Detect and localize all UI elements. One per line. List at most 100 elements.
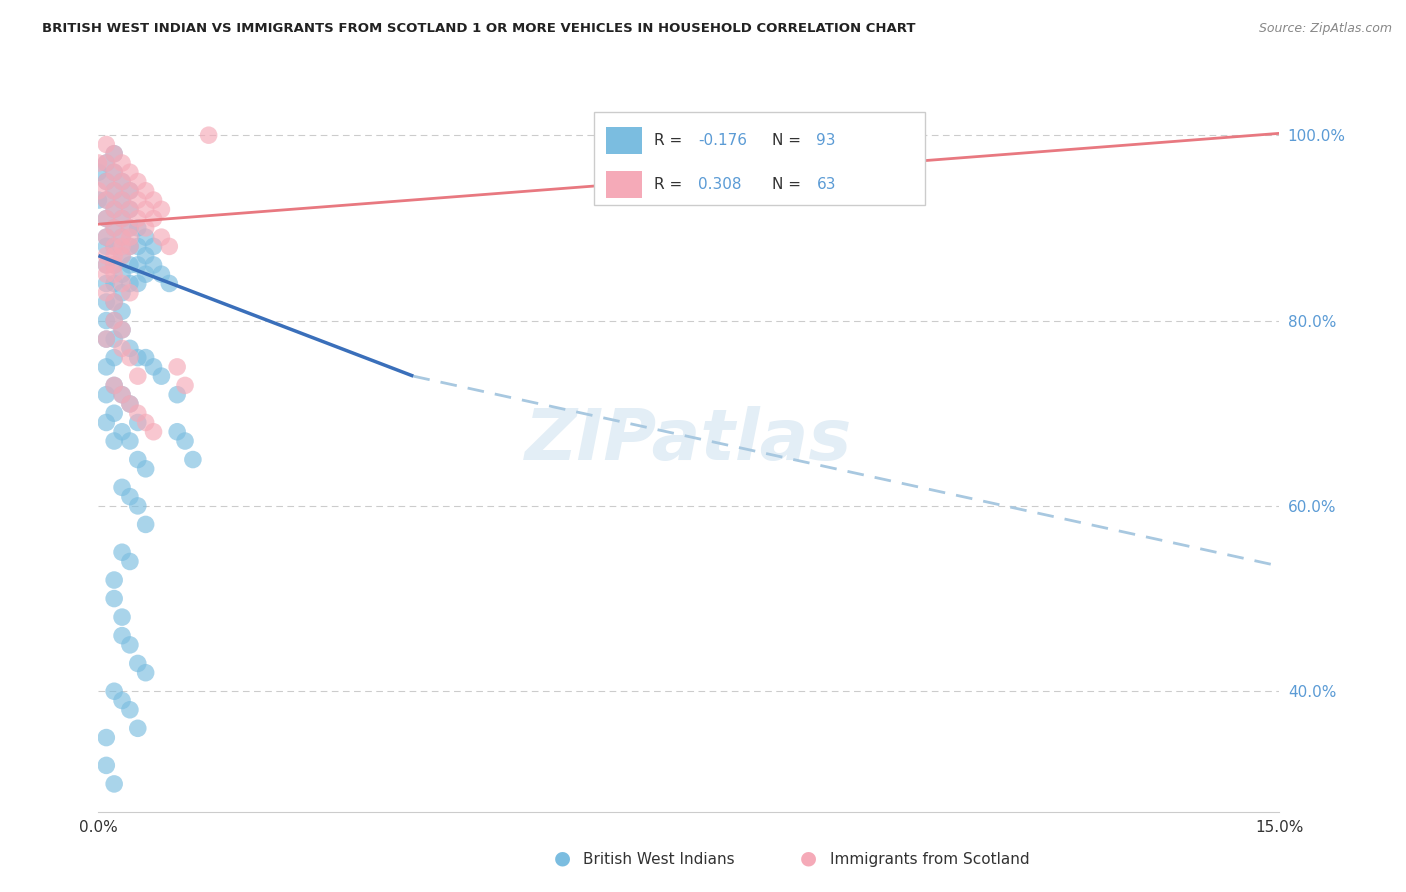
Point xyxy=(142,425,165,439)
Point xyxy=(111,249,134,263)
Point xyxy=(135,220,157,235)
Point xyxy=(103,313,125,327)
Point xyxy=(96,332,118,346)
Point xyxy=(96,313,118,327)
Text: -0.176: -0.176 xyxy=(699,133,748,148)
Point xyxy=(103,295,125,310)
Point xyxy=(118,490,141,504)
Point xyxy=(96,295,118,310)
Point xyxy=(127,369,149,384)
Point xyxy=(111,545,134,559)
Point xyxy=(135,517,157,532)
Point xyxy=(87,193,110,207)
Point xyxy=(96,211,118,226)
Point xyxy=(197,128,219,143)
Point xyxy=(135,249,157,263)
Point xyxy=(96,230,118,244)
Text: R =: R = xyxy=(654,178,686,193)
Point xyxy=(127,277,149,291)
Point xyxy=(103,332,125,346)
Point xyxy=(111,239,134,253)
Point xyxy=(103,165,125,179)
Point xyxy=(118,220,141,235)
Point xyxy=(87,165,110,179)
FancyBboxPatch shape xyxy=(606,127,641,153)
Point xyxy=(150,267,173,281)
Point xyxy=(103,220,125,235)
Point xyxy=(111,267,134,281)
Point xyxy=(103,406,125,420)
Point xyxy=(157,239,180,253)
Point xyxy=(127,239,149,253)
Point xyxy=(142,258,165,272)
Point xyxy=(118,202,141,217)
Point xyxy=(127,657,149,671)
Point xyxy=(127,416,149,430)
Point xyxy=(127,499,149,513)
Point xyxy=(103,684,125,698)
Point xyxy=(118,342,141,356)
Text: 93: 93 xyxy=(817,133,837,148)
Point xyxy=(103,146,125,161)
Point xyxy=(135,416,157,430)
Point xyxy=(127,258,149,272)
Point xyxy=(96,285,118,300)
Point xyxy=(103,239,125,253)
Point xyxy=(111,277,134,291)
Point xyxy=(111,610,134,624)
Point xyxy=(111,693,134,707)
Point xyxy=(96,193,118,207)
Point xyxy=(111,156,134,170)
Point xyxy=(96,258,118,272)
Point xyxy=(135,351,157,365)
Point xyxy=(103,591,125,606)
Point xyxy=(127,351,149,365)
Point xyxy=(111,193,134,207)
Point xyxy=(96,249,118,263)
Point xyxy=(111,175,134,189)
Point xyxy=(111,249,134,263)
Text: Source: ZipAtlas.com: Source: ZipAtlas.com xyxy=(1258,22,1392,36)
Point xyxy=(111,211,134,226)
Point xyxy=(111,323,134,337)
Point xyxy=(96,387,118,401)
Point xyxy=(118,165,141,179)
Point xyxy=(96,758,118,772)
Point xyxy=(118,351,141,365)
Point xyxy=(142,359,165,374)
Point xyxy=(181,452,204,467)
Point xyxy=(103,378,125,392)
Point xyxy=(174,378,197,392)
Point xyxy=(127,220,149,235)
Point xyxy=(142,193,165,207)
Point xyxy=(118,554,141,568)
Point xyxy=(157,277,180,291)
Point xyxy=(96,175,118,189)
Point xyxy=(135,462,157,476)
Point xyxy=(118,285,141,300)
Text: ●: ● xyxy=(554,848,571,867)
Text: ZIPatlas: ZIPatlas xyxy=(526,406,852,475)
Text: N =: N = xyxy=(772,178,806,193)
Point xyxy=(96,277,118,291)
Point xyxy=(118,184,141,198)
Point xyxy=(96,416,118,430)
Point xyxy=(111,175,134,189)
Point xyxy=(142,239,165,253)
Point xyxy=(103,434,125,448)
Point xyxy=(111,285,134,300)
Text: 0.308: 0.308 xyxy=(699,178,742,193)
Point xyxy=(96,332,118,346)
Point xyxy=(111,342,134,356)
Point xyxy=(135,230,157,244)
FancyBboxPatch shape xyxy=(606,171,641,198)
Point xyxy=(174,434,197,448)
Point xyxy=(103,184,125,198)
Point xyxy=(118,277,141,291)
Point xyxy=(118,220,141,235)
Point xyxy=(96,175,118,189)
Point xyxy=(103,239,125,253)
Point xyxy=(111,193,134,207)
Point xyxy=(127,452,149,467)
Point xyxy=(118,239,141,253)
